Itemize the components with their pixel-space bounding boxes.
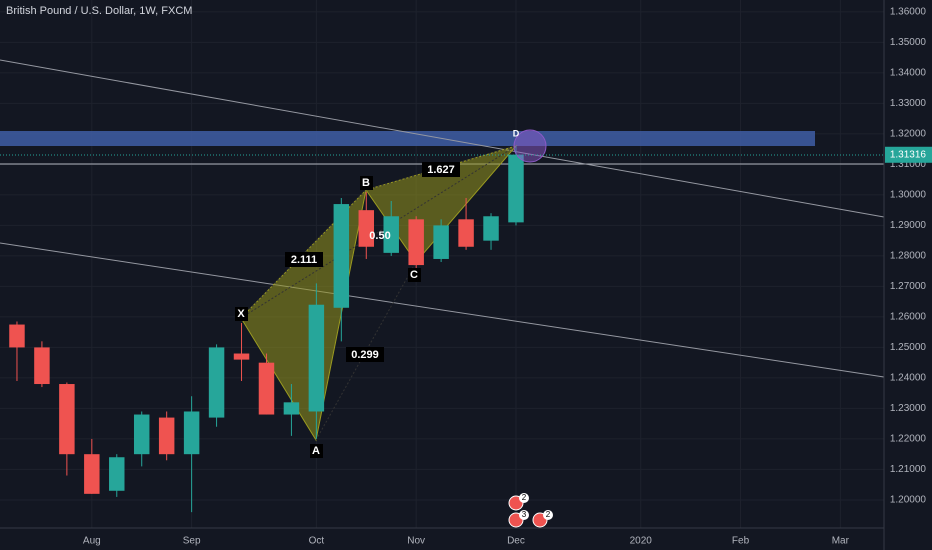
candle-body [208,347,225,418]
x-tick-label: Feb [732,536,750,547]
x-tick-label: Mar [832,536,850,547]
event-count: 3 [522,510,527,519]
pattern-point: C [410,269,418,281]
candle-body [358,210,375,247]
candle-body [308,304,325,412]
y-tick-label: 1.28000 [890,251,927,262]
y-tick-label: 1.31000 [890,159,927,170]
label-box [360,176,373,190]
label-box [310,444,323,458]
event-badge [543,510,553,520]
candle-body [408,219,424,266]
candle-body [133,414,150,455]
x-tick-label: Sep [183,536,201,547]
candle-body [59,384,75,455]
candle-body [109,457,125,491]
pattern-point: B [362,177,370,189]
last-price-tag [885,146,932,163]
event-count: 2 [546,510,551,519]
event-count: 2 [522,493,527,502]
label-box [422,162,460,177]
candle-body [258,362,275,415]
candle-body [508,154,524,223]
ratio-label: 1.627 [427,164,455,176]
y-tick-label: 1.24000 [890,373,927,384]
candle-body [383,216,399,253]
x-tick-label: 2020 [630,536,653,547]
candle-body [283,402,300,415]
candle-body [158,417,175,455]
label-box [235,307,248,321]
ratio-label: 0.299 [351,349,379,361]
price-axis [884,0,932,550]
y-tick-label: 1.26000 [890,312,927,323]
candle-body [433,225,449,259]
label-box [346,347,384,362]
last-price-label: 1.31316 [890,149,927,160]
candle-body [483,216,499,241]
y-tick-label: 1.29000 [890,220,927,231]
ratio-label: 2.111 [291,254,317,266]
candle-body [333,204,350,308]
trend-line [0,59,885,218]
event-badge [519,510,529,520]
x-tick-label: Oct [309,536,325,547]
candle-body [458,219,474,247]
y-tick-label: 1.21000 [890,464,927,475]
y-tick-label: 1.35000 [890,37,927,48]
pattern-point: X [237,308,245,320]
x-tick-label: Nov [407,536,425,547]
axes: 1.20000 1.21000 1.22000 1.23000 1.24000 1.250… [83,7,932,547]
label-box [285,252,323,267]
y-tick-label: 1.32000 [890,129,927,140]
y-tick-label: 1.20000 [890,495,927,506]
candle-body [84,454,100,494]
label-box [408,268,421,282]
y-tick-label: 1.36000 [890,7,927,18]
y-tick-label: 1.25000 [890,342,927,353]
pattern-point: D [513,128,520,138]
x-tick-label: Dec [507,536,525,547]
event-badge [519,493,529,503]
y-tick-label: 1.33000 [890,98,927,109]
target-circle [513,129,547,163]
y-tick-label: 1.34000 [890,68,927,79]
zone [0,131,815,146]
y-tick-label: 1.23000 [890,403,927,414]
ratio-label: 0.50 [369,230,390,242]
candle-body [34,347,50,385]
y-tick-label: 1.30000 [890,190,927,201]
y-tick-label: 1.27000 [890,281,927,292]
trend-line [0,242,885,378]
chart-title: British Pound / U.S. Dollar, 1W, FXCM [6,5,192,17]
pattern-point: A [312,445,320,457]
candles [9,146,524,513]
candle-body [9,324,25,348]
y-tick-label: 1.22000 [890,434,927,445]
candle-body [233,353,250,360]
x-tick-label: Aug [83,536,101,547]
candle-body [183,411,200,455]
